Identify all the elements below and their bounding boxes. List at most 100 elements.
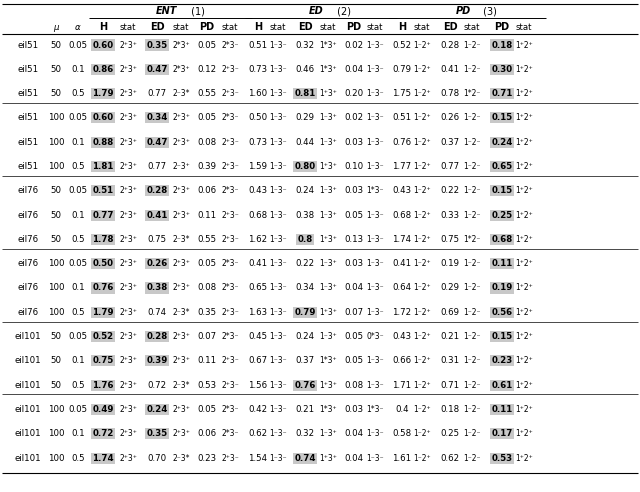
Text: 0.02: 0.02 bbox=[344, 40, 364, 50]
Text: stat: stat bbox=[120, 23, 136, 31]
Text: 1*3⁺: 1*3⁺ bbox=[319, 65, 337, 74]
Text: 1.81: 1.81 bbox=[92, 162, 114, 171]
Text: 0.65: 0.65 bbox=[248, 283, 268, 293]
Text: 0.41: 0.41 bbox=[392, 259, 412, 268]
Text: 0.21: 0.21 bbox=[296, 405, 315, 414]
Text: eil51: eil51 bbox=[17, 89, 38, 98]
Text: 2*3⁺: 2*3⁺ bbox=[172, 40, 190, 50]
Text: 0.5: 0.5 bbox=[71, 162, 85, 171]
Text: 1⁺3⁺: 1⁺3⁺ bbox=[319, 235, 337, 244]
Text: 1.76: 1.76 bbox=[92, 381, 114, 390]
Text: 0.52: 0.52 bbox=[392, 40, 412, 50]
Text: 0.28: 0.28 bbox=[147, 186, 168, 195]
Text: H: H bbox=[254, 22, 262, 32]
Text: 0.38: 0.38 bbox=[296, 211, 315, 219]
Text: 1⁺2⁺: 1⁺2⁺ bbox=[515, 211, 533, 219]
Text: 2⁺3⁺: 2⁺3⁺ bbox=[119, 430, 137, 438]
Text: 1⁻2⁺: 1⁻2⁺ bbox=[413, 259, 431, 268]
Text: 0.04: 0.04 bbox=[344, 454, 364, 462]
Text: 0.79: 0.79 bbox=[294, 308, 316, 317]
Text: ENT: ENT bbox=[156, 6, 177, 16]
Text: 2⁺3⁺: 2⁺3⁺ bbox=[172, 186, 190, 195]
Text: 2⁺3⁻: 2⁺3⁻ bbox=[221, 138, 239, 147]
Text: 0.32: 0.32 bbox=[296, 40, 315, 50]
Text: 2⁺3⁺: 2⁺3⁺ bbox=[119, 308, 137, 317]
Text: 1*2⁻: 1*2⁻ bbox=[463, 235, 481, 244]
Text: 0.05: 0.05 bbox=[344, 356, 364, 366]
Text: 1⁻3⁻: 1⁻3⁻ bbox=[269, 235, 287, 244]
Text: 1⁻3⁻: 1⁻3⁻ bbox=[269, 162, 287, 171]
Text: 0.08: 0.08 bbox=[197, 283, 216, 293]
Text: 0.67: 0.67 bbox=[248, 356, 268, 366]
Text: 2*3⁻: 2*3⁻ bbox=[221, 332, 239, 341]
Text: 1.61: 1.61 bbox=[392, 454, 412, 462]
Text: 2*3⁻: 2*3⁻ bbox=[221, 186, 239, 195]
Text: 0.24: 0.24 bbox=[492, 138, 513, 147]
Text: 0.04: 0.04 bbox=[344, 283, 364, 293]
Text: 0.51: 0.51 bbox=[392, 113, 412, 123]
Text: 0.88: 0.88 bbox=[92, 138, 114, 147]
Text: 50: 50 bbox=[51, 40, 61, 50]
Text: 0.05: 0.05 bbox=[344, 211, 364, 219]
Text: 1⁻3⁻: 1⁻3⁻ bbox=[366, 65, 384, 74]
Text: 0.26: 0.26 bbox=[440, 113, 460, 123]
Text: 0.62: 0.62 bbox=[440, 454, 460, 462]
Text: 2⁺3⁺: 2⁺3⁺ bbox=[119, 138, 137, 147]
Text: 0.20: 0.20 bbox=[344, 89, 364, 98]
Text: 1⁺2⁺: 1⁺2⁺ bbox=[515, 235, 533, 244]
Text: eil51: eil51 bbox=[17, 113, 38, 123]
Text: 0.24: 0.24 bbox=[296, 332, 315, 341]
Text: PD: PD bbox=[346, 22, 362, 32]
Text: 0.79: 0.79 bbox=[392, 65, 412, 74]
Text: 1.74: 1.74 bbox=[392, 235, 412, 244]
Text: 1⁺2⁺: 1⁺2⁺ bbox=[515, 381, 533, 390]
Text: 1*3⁺: 1*3⁺ bbox=[319, 405, 337, 414]
Text: 0.29: 0.29 bbox=[440, 283, 460, 293]
Text: 0.43: 0.43 bbox=[392, 332, 412, 341]
Text: 0.19: 0.19 bbox=[492, 283, 513, 293]
Text: 1⁺2⁺: 1⁺2⁺ bbox=[515, 186, 533, 195]
Text: 1⁺2⁺: 1⁺2⁺ bbox=[515, 162, 533, 171]
Text: 0.78: 0.78 bbox=[440, 89, 460, 98]
Text: 2⁺3⁺: 2⁺3⁺ bbox=[172, 332, 190, 341]
Text: 0.4: 0.4 bbox=[395, 405, 409, 414]
Text: eil51: eil51 bbox=[17, 138, 38, 147]
Text: 1⁻3⁻: 1⁻3⁻ bbox=[269, 405, 287, 414]
Text: 2⁺3⁺: 2⁺3⁺ bbox=[119, 356, 137, 366]
Text: eil76: eil76 bbox=[17, 235, 38, 244]
Text: 0.42: 0.42 bbox=[248, 405, 268, 414]
Text: 0.5: 0.5 bbox=[71, 89, 85, 98]
Text: 100: 100 bbox=[48, 430, 64, 438]
Text: 1⁻2⁺: 1⁻2⁺ bbox=[413, 454, 431, 462]
Text: 0.77: 0.77 bbox=[92, 211, 114, 219]
Text: 1⁻2⁺: 1⁻2⁺ bbox=[413, 40, 431, 50]
Text: 1⁻3⁺: 1⁻3⁺ bbox=[319, 332, 337, 341]
Text: 0.1: 0.1 bbox=[71, 65, 85, 74]
Text: 0.74: 0.74 bbox=[147, 308, 166, 317]
Text: 0.43: 0.43 bbox=[248, 186, 268, 195]
Text: 0.22: 0.22 bbox=[440, 186, 460, 195]
Text: 1⁻3⁻: 1⁻3⁻ bbox=[366, 40, 384, 50]
Text: 1⁺2⁺: 1⁺2⁺ bbox=[515, 454, 533, 462]
Text: 1⁻2⁻: 1⁻2⁻ bbox=[463, 138, 481, 147]
Text: 1⁺2⁺: 1⁺2⁺ bbox=[515, 89, 533, 98]
Text: 1⁻3⁻: 1⁻3⁻ bbox=[366, 430, 384, 438]
Text: 1⁻2⁻: 1⁻2⁻ bbox=[463, 356, 481, 366]
Text: 1.72: 1.72 bbox=[392, 308, 412, 317]
Text: 2⁺3⁺: 2⁺3⁺ bbox=[119, 65, 137, 74]
Text: 0.45: 0.45 bbox=[248, 332, 268, 341]
Text: 1⁻3⁻: 1⁻3⁻ bbox=[366, 259, 384, 268]
Text: 0.73: 0.73 bbox=[248, 138, 268, 147]
Text: 1⁻2⁻: 1⁻2⁻ bbox=[463, 308, 481, 317]
Text: 0.55: 0.55 bbox=[197, 235, 216, 244]
Text: 0.47: 0.47 bbox=[147, 138, 168, 147]
Text: 1⁻3⁻: 1⁻3⁻ bbox=[366, 89, 384, 98]
Text: 0.04: 0.04 bbox=[344, 65, 364, 74]
Text: (1): (1) bbox=[189, 6, 205, 16]
Text: 2⁺3⁺: 2⁺3⁺ bbox=[119, 405, 137, 414]
Text: PD: PD bbox=[495, 22, 509, 32]
Text: 1⁻3⁻: 1⁻3⁻ bbox=[269, 356, 287, 366]
Text: 0.29: 0.29 bbox=[296, 113, 314, 123]
Text: 2⁺3⁻: 2⁺3⁻ bbox=[221, 454, 239, 462]
Text: 0.35: 0.35 bbox=[147, 430, 168, 438]
